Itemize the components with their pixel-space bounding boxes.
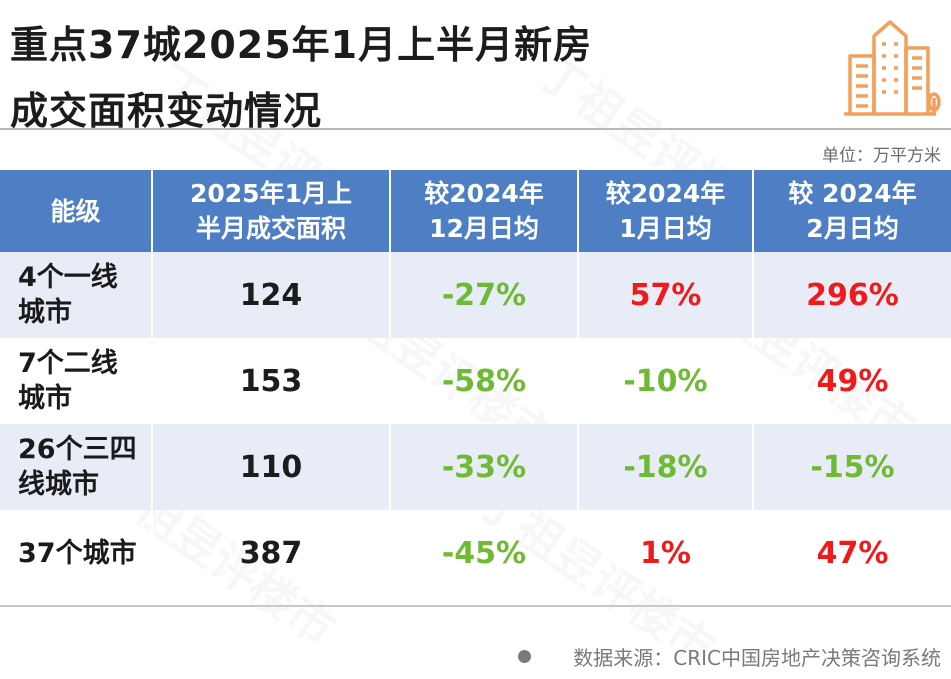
source-note: 数据来源：CRIC中国房地产决策咨询系统: [518, 642, 941, 671]
table-header-row: 能级 2025年1月上 半月成交面积 较2024年 12月日均 较2024年 1月日均…: [0, 170, 951, 252]
source-text: 数据来源：CRIC中国房地产决策咨询系统: [573, 646, 941, 670]
header-vs-feb: 较 2024年 2月日均: [753, 170, 951, 252]
area-cell: 387: [152, 510, 391, 596]
area-cell: 153: [152, 338, 391, 424]
header-tier: 能级: [0, 170, 153, 252]
vs-dec-cell: -45%: [390, 510, 579, 596]
header-vs-jan: 较2024年 1月日均: [578, 170, 754, 252]
bottom-divider: [0, 605, 951, 607]
vs-dec-cell: -58%: [390, 338, 579, 424]
vs-feb-cell: 49%: [816, 363, 889, 399]
city-tier-cell: 4个一线 城市: [0, 252, 153, 338]
vs-dec-cell: -33%: [390, 424, 579, 510]
area-cell: 124: [152, 252, 391, 338]
area-cell: 110: [152, 424, 391, 510]
city-tier-cell: 37个城市: [0, 510, 153, 596]
unit-label: 单位：万平方米: [822, 146, 941, 166]
vs-feb-cell: 47%: [816, 535, 889, 571]
city-tier-cell: 7个二线 城市: [0, 338, 153, 424]
page-title-line2: 成交面积变动情况: [10, 89, 323, 133]
header-vs-dec: 较2024年 12月日均: [390, 170, 579, 252]
vs-feb-cell: -15%: [753, 424, 951, 510]
vs-jan-cell: 57%: [578, 252, 754, 338]
table-row: 4个一线 城市 124 -27% 57% 296%: [0, 252, 951, 338]
vs-feb-cell: 296%: [753, 252, 951, 338]
top-divider: [0, 128, 951, 130]
city-tier-cell: 26个三四 线城市: [0, 424, 153, 510]
vs-dec-cell: -27%: [390, 252, 579, 338]
header-area: 2025年1月上 半月成交面积: [152, 170, 391, 252]
table-row: 37个城市 387 -45% 1% 47%: [0, 510, 951, 596]
vs-jan-cell: -18%: [578, 424, 754, 510]
vs-jan-cell: -10%: [578, 338, 754, 424]
data-table: 能级 2025年1月上 半月成交面积 较2024年 12月日均 较2024年 1月日均…: [0, 170, 951, 596]
table-row: 7个二线 城市 153 -58% -10% 49%: [0, 338, 951, 424]
page-title-line1: 重点37城2025年1月上半月新房: [10, 23, 593, 67]
vs-jan-cell: 1%: [578, 510, 754, 596]
table-row: 26个三四 线城市 110 -33% -18% -15%: [0, 424, 951, 510]
bullet-dot-icon: [518, 650, 532, 663]
city-buildings-icon: [844, 20, 941, 116]
